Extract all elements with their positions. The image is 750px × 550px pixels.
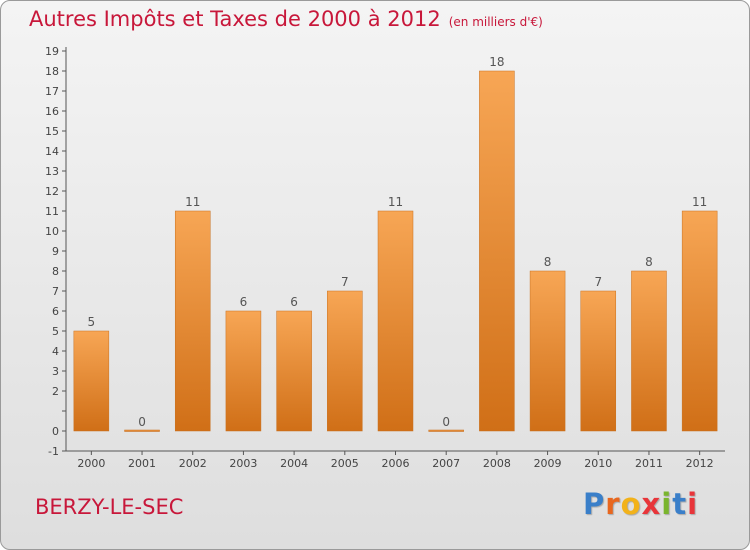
y-tick-label: 15 <box>45 125 59 138</box>
bar <box>479 70 515 432</box>
bar <box>276 310 312 432</box>
chart-title: Autres Impôts et Taxes de 2000 à 2012 (en… <box>29 7 543 31</box>
bar <box>174 210 211 432</box>
x-tick-label: 2005 <box>331 457 359 470</box>
y-tick-label: 8 <box>52 265 59 278</box>
bar-chart: -1 0 2 3 4 5 6 7 8 9 10 11 12 13 14 15 16 17 18 19 5 2000 0 200… <box>45 45 725 470</box>
bar <box>428 429 464 432</box>
bar-value-label: 11 <box>185 195 200 209</box>
x-tick-label: 2012 <box>686 457 714 470</box>
bar-value-label: 8 <box>645 255 653 269</box>
bar-value-label: 5 <box>88 315 96 329</box>
bar-value-label: 0 <box>442 415 450 429</box>
y-tick-label: -1 <box>48 445 59 458</box>
x-tick-label: 2002 <box>179 457 207 470</box>
bar <box>377 210 414 432</box>
y-tick-label: 0 <box>52 425 59 438</box>
y-tick-label: 19 <box>45 45 59 58</box>
y-tick-label: 17 <box>45 85 59 98</box>
bar <box>529 270 566 432</box>
y-tick-label: 6 <box>52 305 59 318</box>
bar <box>225 310 262 432</box>
x-tick-label: 2003 <box>229 457 257 470</box>
y-tick-label: 3 <box>52 365 59 378</box>
bar <box>681 210 718 432</box>
chart-unit: (en milliers d'€) <box>448 15 543 29</box>
logo-letter: r <box>605 487 621 521</box>
y-tick-label: 12 <box>45 185 59 198</box>
proxiti-logo: Proxiti <box>583 487 698 521</box>
y-tick-label: 9 <box>52 245 59 258</box>
y-tick-label: 7 <box>52 285 59 298</box>
bar-value-label: 7 <box>594 275 602 289</box>
x-tick-label: 2001 <box>128 457 156 470</box>
bar-value-label: 7 <box>341 275 349 289</box>
commune-name: BERZY-LE-SEC <box>35 495 184 519</box>
x-tick-label: 2006 <box>382 457 410 470</box>
bar-value-label: 6 <box>240 295 248 309</box>
bar-value-label: 11 <box>692 195 707 209</box>
y-tick-label: 18 <box>45 65 59 78</box>
x-tick-label: 2010 <box>584 457 612 470</box>
bar-value-label: 11 <box>388 195 403 209</box>
y-tick-label: 4 <box>52 345 59 358</box>
x-tick-label: 2011 <box>635 457 663 470</box>
y-tick-label: 16 <box>45 105 59 118</box>
bar <box>73 330 110 432</box>
x-tick-label: 2004 <box>280 457 308 470</box>
bar <box>124 429 160 432</box>
x-tick-label: 2000 <box>77 457 105 470</box>
logo-letter: i <box>687 487 699 521</box>
y-tick-label: 2 <box>52 385 59 398</box>
logo-letter: i <box>661 487 673 521</box>
bar <box>327 290 363 432</box>
logo-letter: o <box>620 487 642 521</box>
bar <box>631 270 667 432</box>
bar-value-label: 8 <box>544 255 552 269</box>
bar <box>580 290 617 432</box>
bar-value-label: 0 <box>138 415 146 429</box>
logo-letter: P <box>583 487 606 521</box>
y-tick-label: 14 <box>45 145 59 158</box>
x-tick-label: 2007 <box>432 457 460 470</box>
y-tick-label: 13 <box>45 165 59 178</box>
x-tick-label: 2009 <box>534 457 562 470</box>
y-tick-label: 5 <box>52 325 59 338</box>
y-tick-label: 10 <box>45 225 59 238</box>
x-tick-label: 2008 <box>483 457 511 470</box>
bar-value-label: 6 <box>290 295 298 309</box>
y-tick-label: 11 <box>45 205 59 218</box>
bar-value-label: 18 <box>489 55 504 69</box>
logo-letter: x <box>641 487 662 521</box>
chart-title-text: Autres Impôts et Taxes de 2000 à 2012 <box>29 7 441 31</box>
logo-letter: t <box>672 487 688 521</box>
